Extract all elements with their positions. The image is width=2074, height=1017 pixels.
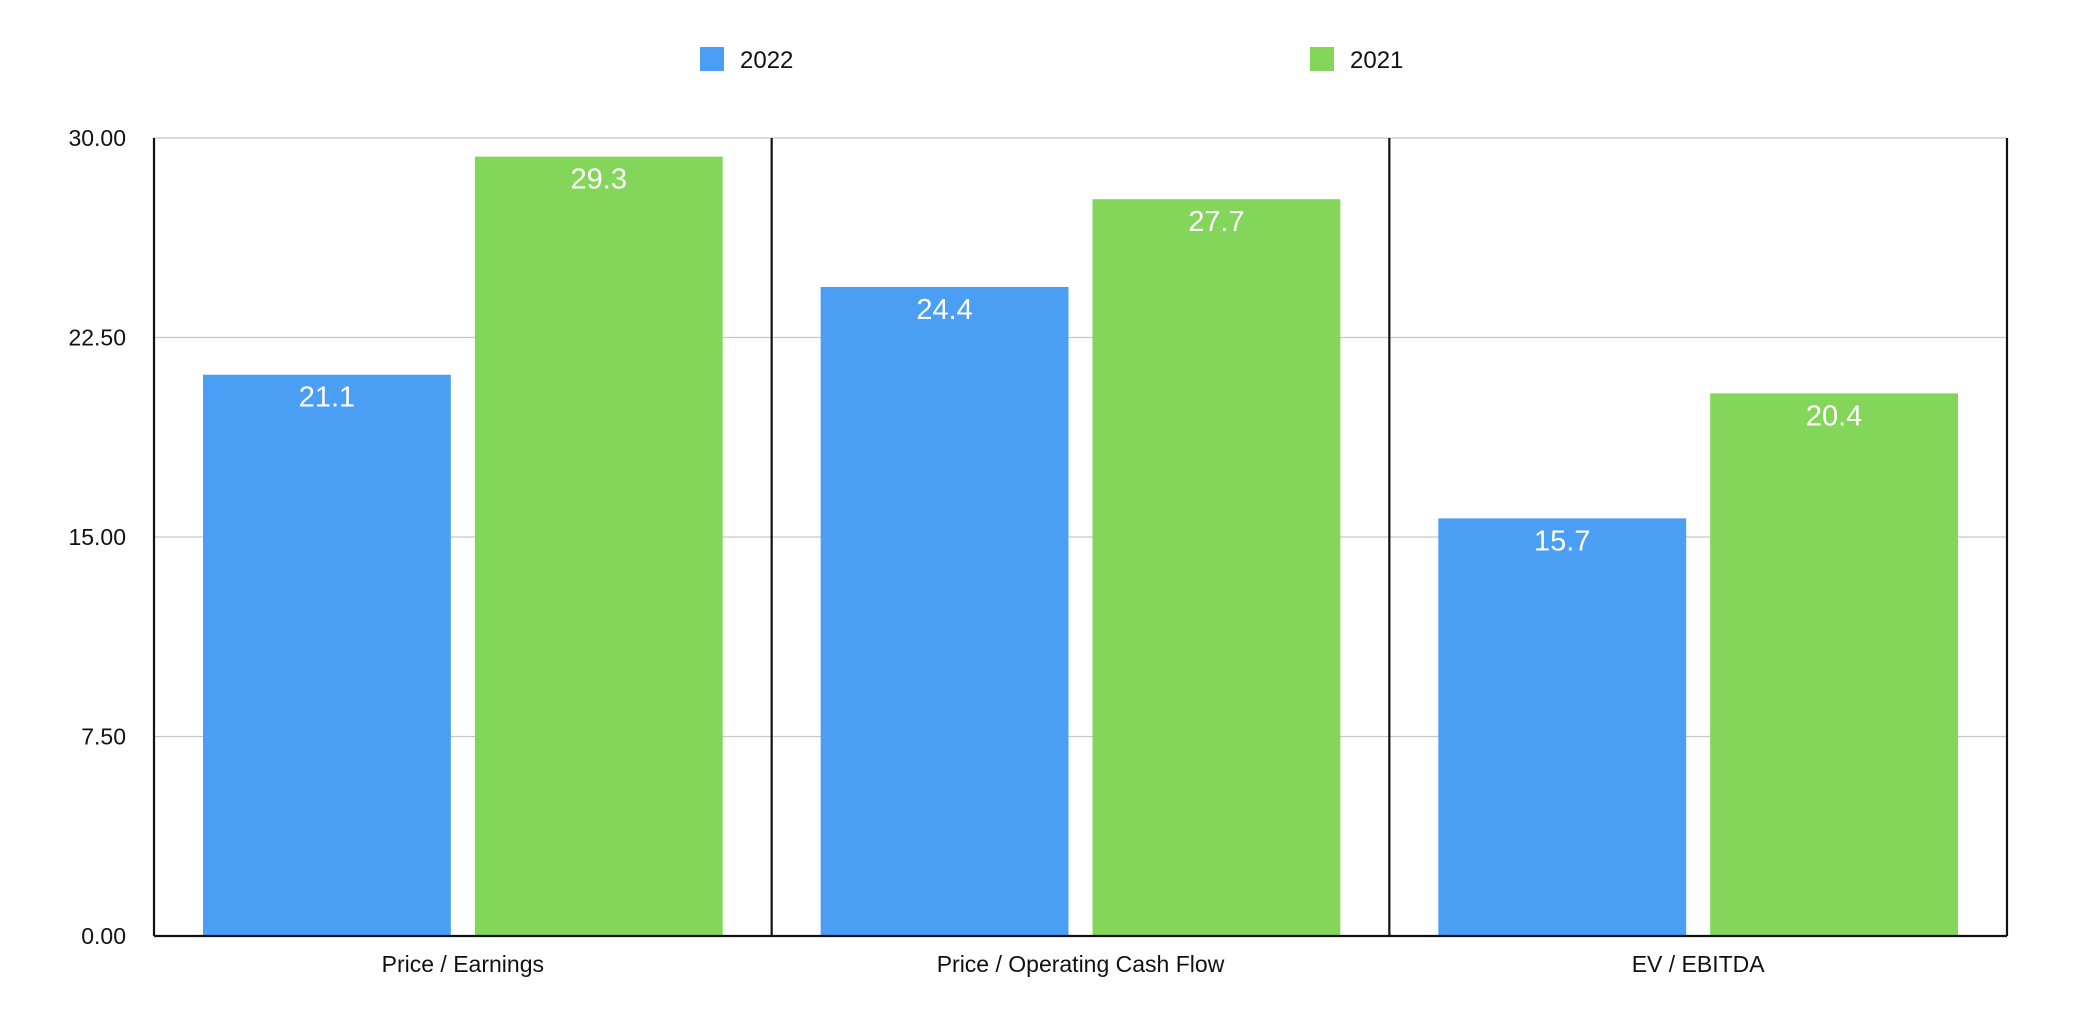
y-tick-label: 0.00 — [81, 923, 126, 949]
bar-2022 — [1438, 518, 1687, 936]
bar-2022 — [820, 286, 1069, 937]
data-label: 27.7 — [1188, 206, 1244, 238]
data-label: 20.4 — [1806, 400, 1862, 432]
x-category-label: EV / EBITDA — [1632, 951, 1766, 977]
legend: 2022 2021 — [700, 47, 1403, 74]
bar-2021 — [474, 156, 723, 936]
y-tick-label: 7.50 — [81, 724, 126, 750]
data-label: 29.3 — [571, 164, 627, 196]
y-tick-label: 15.00 — [68, 524, 126, 550]
legend-label: 2022 — [740, 47, 793, 74]
legend-swatch-2021 — [1310, 47, 1334, 71]
data-label: 15.7 — [1534, 525, 1590, 557]
x-category-label: Price / Earnings — [382, 951, 544, 977]
bar-2022 — [203, 374, 451, 936]
gridlines — [154, 137, 2007, 738]
data-labels: 21.1 29.3 24.4 27.7 15.7 20.4 — [299, 164, 1863, 558]
data-label: 21.1 — [299, 382, 355, 414]
legend-label: 2021 — [1350, 47, 1403, 74]
bars — [203, 156, 1958, 937]
legend-swatch-2022 — [700, 47, 724, 71]
axes: 0.00 7.50 15.00 22.50 30.00 Price / Earnings P… — [68, 125, 2009, 977]
y-tick-label: 22.50 — [68, 325, 126, 351]
y-tick-label: 30.00 — [68, 125, 126, 151]
data-label: 24.4 — [916, 294, 972, 326]
bar-2021 — [1710, 393, 1958, 936]
bar-2021 — [1092, 199, 1341, 936]
x-category-label: Price / Operating Cash Flow — [937, 951, 1225, 977]
